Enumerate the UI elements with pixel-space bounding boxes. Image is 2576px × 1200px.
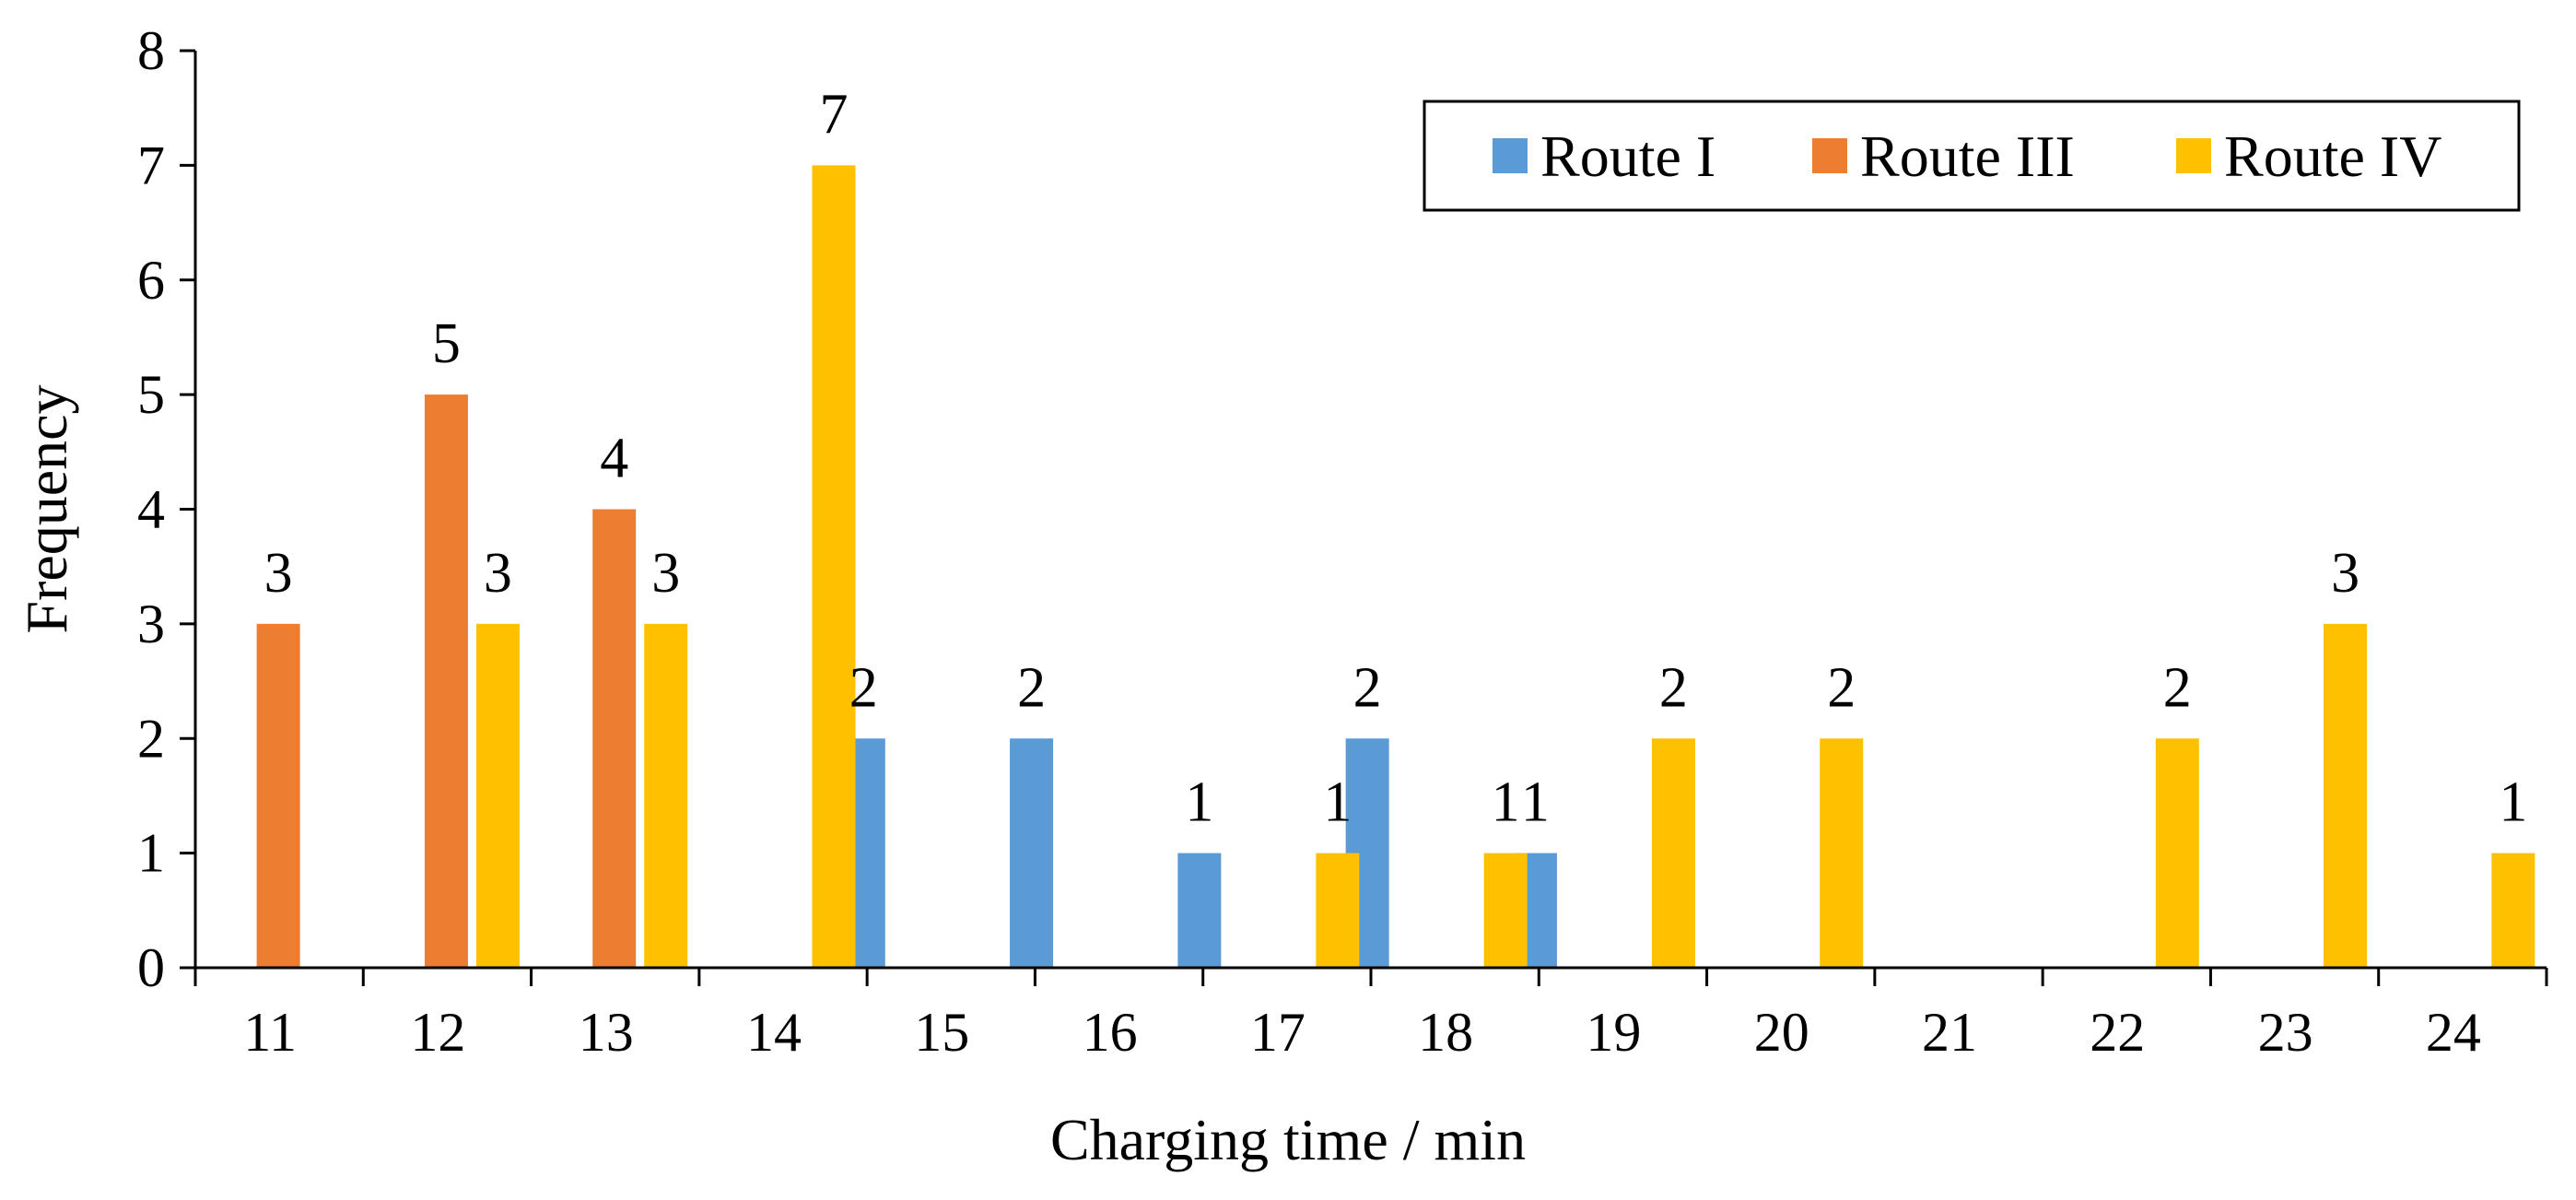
bar bbox=[424, 394, 468, 968]
bar bbox=[1651, 738, 1695, 968]
data-label: 1 bbox=[1521, 771, 1550, 834]
data-label: 2 bbox=[1353, 656, 1382, 719]
x-tick-label: 12 bbox=[410, 1002, 465, 1063]
x-tick-label: 14 bbox=[746, 1002, 802, 1063]
bar bbox=[1010, 738, 1054, 968]
y-tick-label: 8 bbox=[137, 20, 165, 81]
bar bbox=[2155, 738, 2199, 968]
data-label: 2 bbox=[1659, 656, 1688, 719]
legend-label: Route III bbox=[1860, 124, 2075, 189]
legend-swatch bbox=[2176, 138, 2211, 173]
y-tick-label: 2 bbox=[137, 708, 165, 769]
y-tick-label: 5 bbox=[137, 364, 165, 425]
bar bbox=[812, 165, 856, 968]
x-tick-label: 16 bbox=[1083, 1002, 1138, 1063]
data-label: 1 bbox=[1323, 771, 1352, 834]
data-label: 3 bbox=[2331, 542, 2359, 605]
x-tick-label: 17 bbox=[1250, 1002, 1306, 1063]
x-tick-label: 21 bbox=[1922, 1002, 1977, 1063]
y-tick-label: 0 bbox=[137, 937, 165, 998]
bar bbox=[644, 623, 688, 968]
x-tick-label: 13 bbox=[579, 1002, 634, 1063]
x-tick-label: 20 bbox=[1754, 1002, 1809, 1063]
y-tick-label: 3 bbox=[137, 594, 165, 654]
data-label: 2 bbox=[1827, 656, 1856, 719]
x-tick-label: 11 bbox=[243, 1002, 297, 1063]
x-tick-label: 15 bbox=[914, 1002, 969, 1063]
y-tick-label: 6 bbox=[137, 250, 165, 311]
data-label: 3 bbox=[264, 542, 293, 605]
data-label: 3 bbox=[484, 542, 512, 605]
y-tick-label: 4 bbox=[137, 479, 165, 540]
bar bbox=[2491, 853, 2535, 968]
y-tick-label: 7 bbox=[137, 135, 165, 195]
x-tick-label: 24 bbox=[2426, 1002, 2481, 1063]
x-tick-label: 18 bbox=[1418, 1002, 1473, 1063]
data-label: 2 bbox=[1017, 656, 1046, 719]
legend-label: Route IV bbox=[2224, 124, 2441, 189]
bar bbox=[1177, 853, 1222, 968]
legend-swatch bbox=[1812, 138, 1847, 173]
bar bbox=[592, 509, 637, 968]
data-label: 4 bbox=[600, 428, 628, 490]
data-label: 2 bbox=[849, 656, 878, 719]
data-label: 1 bbox=[2499, 771, 2527, 834]
x-axis-title: Charging time / min bbox=[1050, 1107, 1526, 1172]
legend-swatch bbox=[1493, 138, 1528, 173]
data-label: 5 bbox=[432, 312, 461, 375]
bar bbox=[256, 623, 300, 968]
y-axis-title: Frequency bbox=[14, 384, 79, 633]
legend: Route I Route III Route IV bbox=[1423, 100, 2521, 212]
x-tick-label: 22 bbox=[2090, 1002, 2145, 1063]
x-tick-label: 23 bbox=[2258, 1002, 2313, 1063]
y-tick-label: 1 bbox=[137, 823, 165, 884]
bar bbox=[475, 623, 520, 968]
bars bbox=[256, 165, 2535, 968]
data-label: 2 bbox=[2163, 656, 2192, 719]
legend-box bbox=[1423, 100, 2521, 212]
bar bbox=[1820, 738, 1864, 968]
data-label: 1 bbox=[1492, 771, 1520, 834]
legend-label: Route I bbox=[1540, 124, 1715, 189]
bar bbox=[1316, 853, 1360, 968]
data-label: 3 bbox=[651, 542, 680, 605]
data-label: 1 bbox=[1185, 771, 1213, 834]
bar bbox=[1483, 853, 1528, 968]
x-tick-label: 19 bbox=[1586, 1002, 1641, 1063]
data-label: 7 bbox=[820, 83, 849, 146]
bar bbox=[2324, 623, 2368, 968]
